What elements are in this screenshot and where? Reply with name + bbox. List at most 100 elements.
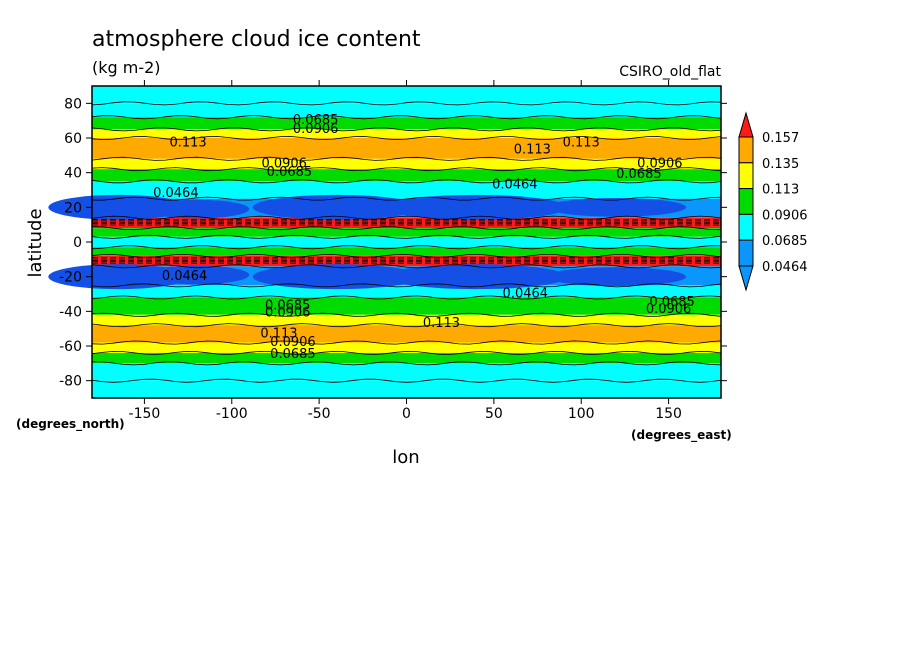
heatmap-band — [92, 228, 721, 237]
contour-line — [91, 378, 722, 383]
contour-line — [91, 226, 722, 231]
heatmap-band — [92, 138, 721, 159]
colorbar-segment — [738, 239, 754, 267]
heatmap-band — [92, 86, 721, 104]
contour-line — [91, 340, 722, 345]
chart-title: atmosphere cloud ice content — [92, 27, 421, 52]
y-tick-label: -20 — [59, 270, 82, 286]
x-tick-label: 0 — [402, 406, 411, 422]
contour-label: 0.0464 — [503, 286, 549, 301]
y-tick-label: 0 — [73, 235, 82, 251]
heatmap-band — [92, 325, 721, 343]
y-units-label: (degrees_north) — [16, 417, 125, 432]
contour-label: 0.0906 — [293, 122, 339, 137]
contour-line — [92, 361, 722, 366]
colorbar-label: 0.135 — [762, 157, 799, 172]
x-tick-label: -100 — [216, 406, 248, 422]
heatmap-band — [92, 380, 721, 398]
heatmap-blob — [252, 194, 421, 220]
heatmap-band — [92, 285, 721, 298]
colorbar-segment — [738, 136, 754, 164]
contour-line — [91, 283, 722, 288]
x-tick-label: -150 — [129, 406, 161, 422]
y-tick-label: 20 — [64, 200, 82, 216]
heatmap-band — [92, 169, 721, 182]
contour-label: 0.0464 — [492, 177, 538, 192]
contour-label: 0.113 — [260, 326, 297, 341]
colorbar-segment — [738, 162, 754, 190]
contour-label: 0.113 — [514, 143, 551, 158]
colorbar-max-triangle — [738, 111, 754, 138]
contour-label: 0.0906 — [265, 306, 311, 321]
contour-label: 0.0685 — [293, 113, 339, 128]
contour-line — [91, 312, 722, 317]
contour-label: 0.0464 — [162, 269, 208, 284]
contour-line — [91, 264, 722, 269]
contour-line — [91, 196, 722, 201]
contour-label: 0.113 — [563, 136, 600, 151]
contour-line — [91, 101, 722, 106]
y-tick-label: 40 — [64, 166, 82, 182]
y-tick-label: 60 — [64, 131, 82, 147]
contour-line — [91, 245, 722, 250]
colorbar-segment — [738, 188, 754, 215]
colorbar-label: 0.0685 — [762, 234, 808, 249]
heatmap-blob — [385, 194, 568, 220]
y-axis-label: latitude — [25, 208, 46, 277]
colorbar-label: 0.0906 — [762, 208, 808, 223]
model-label: CSIRO_old_flat — [619, 64, 721, 80]
contour-label: 0.0906 — [637, 156, 683, 171]
heatmap-band — [92, 352, 721, 364]
heatmap-band — [92, 103, 721, 118]
heatmap-band — [92, 342, 721, 353]
contour-label: 0.0906 — [646, 302, 692, 317]
y-tick-label: -80 — [59, 374, 82, 390]
contour-label: 0.0685 — [267, 165, 313, 180]
contour-line — [91, 234, 722, 239]
x-tick-label: 150 — [655, 406, 682, 422]
contour-line — [91, 115, 722, 120]
chart-units: (kg m-2) — [92, 58, 161, 77]
x-tick-label: 100 — [568, 406, 595, 422]
y-tick-label: -60 — [59, 339, 82, 355]
x-axis-label: lon — [392, 447, 419, 468]
colorbar-segment — [738, 213, 754, 241]
colorbar-label: 0.157 — [762, 131, 799, 146]
contour-line — [91, 136, 722, 141]
colorbar: 0.157 0.135 0.113 0.0906 0.0685 0.0464 — [738, 111, 808, 292]
contour-line — [91, 215, 722, 220]
contour-label: 0.0685 — [616, 167, 662, 182]
heatmap-band — [92, 117, 721, 130]
contour-label: 0.113 — [169, 136, 206, 151]
contour-line — [91, 179, 722, 184]
colorbar-label: 0.0464 — [762, 260, 808, 275]
contour-line — [91, 127, 722, 132]
heatmap-band — [92, 217, 721, 229]
contour-label: 0.0685 — [649, 295, 695, 310]
contour-label: 0.0906 — [261, 156, 307, 171]
plot-area — [48, 86, 722, 398]
heatmap-blob — [252, 264, 421, 290]
heatmap-band — [92, 158, 721, 170]
heatmap-band — [92, 236, 721, 248]
contour-label: 0.0685 — [265, 299, 311, 314]
colorbar-min-triangle — [738, 265, 754, 292]
x-tick-label: 50 — [485, 406, 503, 422]
y-tick-label: 80 — [64, 96, 82, 112]
heatmap-band — [92, 129, 721, 138]
x-units-label: (degrees_east) — [631, 428, 732, 443]
y-tick-label: -40 — [59, 304, 82, 320]
x-tick-label: -50 — [308, 406, 331, 422]
heatmap-band — [92, 247, 721, 256]
x-axis: -150 -100 -50 0 50 100 150 — [129, 80, 682, 422]
contour-label: 0.0464 — [153, 186, 199, 201]
contour-label: 0.113 — [423, 316, 460, 331]
heatmap-band — [92, 297, 721, 315]
contour-line — [91, 253, 722, 258]
heatmap-band — [92, 363, 721, 381]
heatmap-blob — [546, 267, 687, 287]
heatmap-blob — [144, 265, 250, 285]
heatmap-blob — [546, 197, 687, 217]
